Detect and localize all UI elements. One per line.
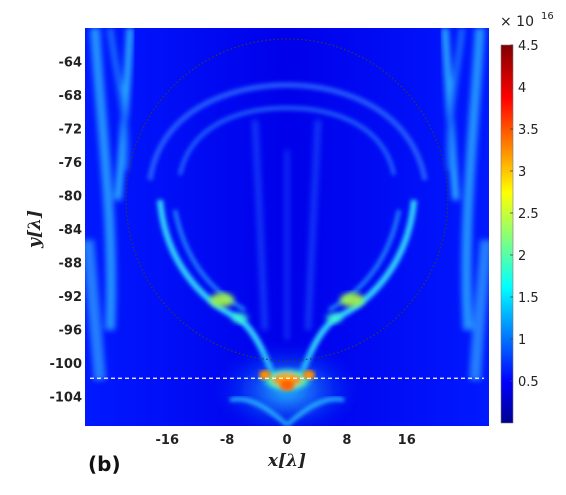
colorbar-tick-label: 2.5 xyxy=(518,207,539,222)
colorbar-tick-label: 2 xyxy=(518,249,526,264)
y-tick-label: -84 xyxy=(59,223,83,238)
x-axis-label: x[λ] xyxy=(267,451,306,471)
focal-region xyxy=(217,345,357,426)
right-edge-streaks xyxy=(441,28,489,381)
colorbar-multiplier: × 10 xyxy=(500,14,534,30)
y-tick-label: -76 xyxy=(59,156,83,171)
y-axis-label: y[λ] xyxy=(25,210,45,249)
y-tick-label: -104 xyxy=(49,391,82,406)
left-edge-streaks xyxy=(85,28,134,381)
lens-boundary-circle xyxy=(125,38,449,362)
x-tick-label: -8 xyxy=(220,433,234,448)
x-tick-label: 0 xyxy=(282,433,291,448)
colorbar: 0.5 1 1.5 2 2.5 3 3.5 4 4.5 × 10 16 xyxy=(500,11,554,424)
y-tick-label: -64 xyxy=(59,56,83,71)
colorbar-tick-label: 1.5 xyxy=(518,291,539,306)
colorbar-tick-label: 4.5 xyxy=(518,39,539,54)
x-tick-label: 8 xyxy=(342,433,351,448)
x-axis-ticks: -16 -8 0 8 16 xyxy=(156,433,416,448)
y-tick-label: -68 xyxy=(59,89,83,104)
y-tick-label: -96 xyxy=(59,324,83,339)
y-tick-label: -80 xyxy=(59,190,83,205)
colorbar-tick-label: 3 xyxy=(518,165,526,180)
y-tick-label: -92 xyxy=(59,290,83,305)
central-streaks xyxy=(252,119,321,340)
colorbar-gradient xyxy=(500,44,514,424)
caustic-hotspots xyxy=(210,293,364,323)
x-tick-label: 16 xyxy=(398,433,416,448)
colorbar-exponent: 16 xyxy=(541,11,554,22)
x-tick-label: -16 xyxy=(156,433,180,448)
colorbar-tick-label: 4 xyxy=(518,81,526,96)
colorbar-tick-label: 0.5 xyxy=(518,375,539,390)
y-tick-label: -100 xyxy=(49,357,82,372)
heatmap-plot-area xyxy=(85,28,489,426)
y-axis-ticks: -64 -68 -72 -76 -80 -84 -88 -92 -96 -100 -104 xyxy=(49,56,82,406)
y-tick-label: -72 xyxy=(59,123,83,138)
colorbar-tick-label: 1 xyxy=(518,333,526,348)
y-tick-label: -88 xyxy=(59,257,83,272)
colorbar-ticks: 0.5 1 1.5 2 2.5 3 3.5 4 4.5 xyxy=(510,39,539,390)
colorbar-tick-label: 3.5 xyxy=(518,123,539,138)
panel-label: (b) xyxy=(88,452,121,476)
